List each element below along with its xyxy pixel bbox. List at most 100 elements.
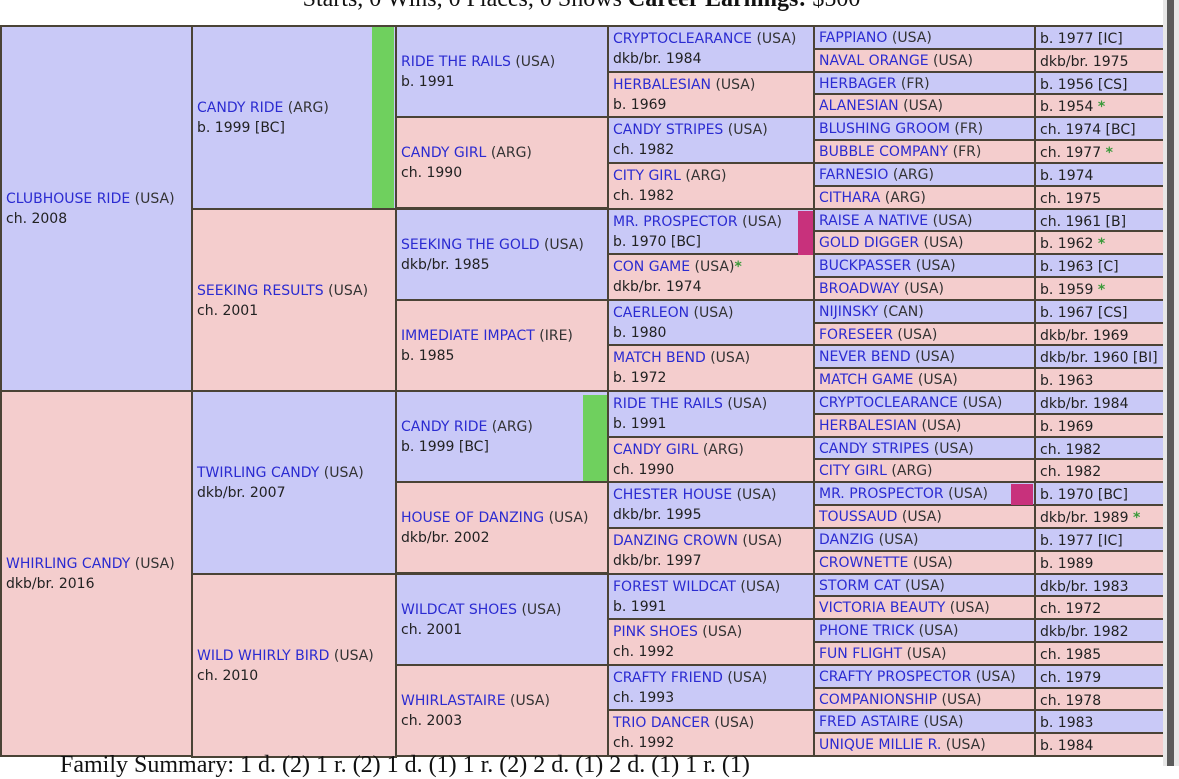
g5-horse-cell[interactable]: FUN FLIGHT (USA) <box>813 641 1036 666</box>
g4-horse-cell[interactable]: PINK SHOES (USA) ch. 1992 <box>607 618 815 666</box>
g3-horse-cell[interactable]: IMMEDIATE IMPACT (IRE) b. 1985 <box>395 299 609 392</box>
horse-name-link[interactable]: CHESTER HOUSE <box>613 487 733 503</box>
g5-horse-cell[interactable]: VICTORIA BEAUTY (USA) <box>813 595 1036 620</box>
g5-horse-cell[interactable]: CITY GIRL (ARG) <box>813 458 1036 483</box>
g5-horse-cell[interactable]: RAISE A NATIVE (USA) <box>813 208 1036 233</box>
g1-horse-cell[interactable]: WHIRLING CANDY (USA) dkb/br. 2016 <box>0 390 193 757</box>
g5-horse-cell[interactable]: BLUSHING GROOM (FR) <box>813 116 1036 141</box>
horse-name-link[interactable]: RIDE THE RAILS <box>613 396 723 412</box>
g5-horse-cell[interactable]: BROADWAY (USA) <box>813 276 1036 301</box>
horse-name-link[interactable]: CRAFTY FRIEND <box>613 670 723 686</box>
g1-horse-cell[interactable]: CLUBHOUSE RIDE (USA) ch. 2008 <box>0 25 193 392</box>
horse-name-link[interactable]: MR. PROSPECTOR <box>613 214 738 230</box>
horse-name-link[interactable]: CANDY STRIPES <box>819 441 930 457</box>
horse-name-link[interactable]: WILDCAT SHOES <box>401 601 517 618</box>
g5-horse-cell[interactable]: MR. PROSPECTOR (USA) <box>813 481 1036 506</box>
horse-name-link[interactable]: FAPPIANO <box>819 30 888 46</box>
horse-name-link[interactable]: CANDY GIRL <box>401 144 487 161</box>
g4-horse-cell[interactable]: CRYPTOCLEARANCE (USA) dkb/br. 1984 <box>607 25 815 73</box>
horse-name-link[interactable]: FARNESIO <box>819 167 889 183</box>
horse-name-link[interactable]: FUN FLIGHT <box>819 646 903 662</box>
horse-name-link[interactable]: TWIRLING CANDY <box>197 464 320 481</box>
g5-horse-cell[interactable]: CANDY STRIPES (USA) <box>813 436 1036 461</box>
scrollbar-thumb[interactable] <box>1167 0 1174 766</box>
horse-name-link[interactable]: HERBAGER <box>819 76 897 92</box>
horse-name-link[interactable]: RAISE A NATIVE <box>819 213 929 229</box>
horse-name-link[interactable]: WILD WHIRLY BIRD <box>197 647 330 664</box>
g3-horse-cell[interactable]: WHIRLASTAIRE (USA) ch. 2003 <box>395 664 609 757</box>
horse-name-link[interactable]: COMPANIONSHIP <box>819 692 938 708</box>
g3-horse-cell[interactable]: WILDCAT SHOES (USA) ch. 2001 <box>395 573 609 666</box>
scrollbar-track[interactable] <box>1163 0 1179 766</box>
g4-horse-cell[interactable]: RIDE THE RAILS (USA) b. 1991 <box>607 390 815 438</box>
g4-horse-cell[interactable]: HERBALESIAN (USA) b. 1969 <box>607 71 815 119</box>
g3-horse-cell[interactable]: CANDY GIRL (ARG) ch. 1990 <box>395 116 609 209</box>
horse-name-link[interactable]: WHIRLASTAIRE <box>401 692 506 709</box>
g4-horse-cell[interactable]: MATCH BEND (USA) b. 1972 <box>607 344 815 392</box>
horse-name-link[interactable]: WHIRLING CANDY <box>6 555 131 572</box>
horse-name-link[interactable]: CLUBHOUSE RIDE <box>6 190 131 207</box>
g5-horse-cell[interactable]: HERBALESIAN (USA) <box>813 413 1036 438</box>
horse-name-link[interactable]: SEEKING THE GOLD <box>401 236 540 253</box>
horse-name-link[interactable]: NAVAL ORANGE <box>819 53 929 69</box>
horse-name-link[interactable]: UNIQUE MILLIE R. <box>819 737 942 753</box>
horse-name-link[interactable]: STORM CAT <box>819 578 901 594</box>
g5-horse-cell[interactable]: CRYPTOCLEARANCE (USA) <box>813 390 1036 415</box>
horse-name-link[interactable]: BROADWAY <box>819 281 900 297</box>
horse-name-link[interactable]: TRIO DANCER <box>613 715 710 731</box>
horse-name-link[interactable]: HERBALESIAN <box>819 418 917 434</box>
horse-name-link[interactable]: HERBALESIAN <box>613 77 711 93</box>
horse-name-link[interactable]: PHONE TRICK <box>819 623 915 639</box>
g5-horse-cell[interactable]: CITHARA (ARG) <box>813 185 1036 210</box>
g3-horse-cell[interactable]: CANDY RIDE (ARG) b. 1999 [BC] <box>395 390 609 483</box>
horse-name-link[interactable]: NEVER BEND <box>819 349 911 365</box>
horse-name-link[interactable]: NIJINSKY <box>819 304 879 320</box>
horse-name-link[interactable]: CANDY STRIPES <box>613 122 724 138</box>
g5-horse-cell[interactable]: FORESEER (USA) <box>813 322 1036 347</box>
g5-horse-cell[interactable]: TOUSSAUD (USA) <box>813 504 1036 529</box>
horse-name-link[interactable]: DANZIG <box>819 532 875 548</box>
g5-horse-cell[interactable]: UNIQUE MILLIE R. (USA) <box>813 732 1036 757</box>
horse-name-link[interactable]: CON GAME <box>613 259 691 275</box>
g5-horse-cell[interactable]: NIJINSKY (CAN) <box>813 299 1036 324</box>
horse-name-link[interactable]: BLUSHING GROOM <box>819 121 950 137</box>
horse-name-link[interactable]: CRYPTOCLEARANCE <box>819 395 959 411</box>
horse-name-link[interactable]: BUCKPASSER <box>819 258 912 274</box>
g4-horse-cell[interactable]: MR. PROSPECTOR (USA) b. 1970 [BC] <box>607 208 815 256</box>
horse-name-link[interactable]: CRYPTOCLEARANCE <box>613 31 753 47</box>
g3-horse-cell[interactable]: HOUSE OF DANZING (USA) dkb/br. 2002 <box>395 481 609 574</box>
g4-horse-cell[interactable]: CANDY STRIPES (USA) ch. 1982 <box>607 116 815 164</box>
g2-horse-cell[interactable]: TWIRLING CANDY (USA) dkb/br. 2007 <box>191 390 397 575</box>
g3-horse-cell[interactable]: RIDE THE RAILS (USA) b. 1991 <box>395 25 609 118</box>
g5-horse-cell[interactable]: ALANESIAN (USA) <box>813 93 1036 118</box>
horse-name-link[interactable]: CANDY RIDE <box>197 99 284 116</box>
g5-horse-cell[interactable]: BUBBLE COMPANY (FR) <box>813 139 1036 164</box>
g4-horse-cell[interactable]: FOREST WILDCAT (USA) b. 1991 <box>607 573 815 621</box>
horse-name-link[interactable]: IMMEDIATE IMPACT <box>401 327 535 344</box>
horse-name-link[interactable]: MATCH BEND <box>613 350 706 366</box>
g5-horse-cell[interactable]: FAPPIANO (USA) <box>813 25 1036 50</box>
g5-horse-cell[interactable]: NAVAL ORANGE (USA) <box>813 48 1036 73</box>
horse-name-link[interactable]: VICTORIA BEAUTY <box>819 600 946 616</box>
horse-name-link[interactable]: MR. PROSPECTOR <box>819 486 944 502</box>
g4-horse-cell[interactable]: CON GAME (USA)* dkb/br. 1974 <box>607 253 815 301</box>
horse-name-link[interactable]: CRAFTY PROSPECTOR <box>819 669 972 685</box>
g4-horse-cell[interactable]: CITY GIRL (ARG) ch. 1982 <box>607 162 815 210</box>
horse-name-link[interactable]: FRED ASTAIRE <box>819 714 920 730</box>
horse-name-link[interactable]: CITY GIRL <box>819 463 887 479</box>
horse-name-link[interactable]: ALANESIAN <box>819 98 899 114</box>
g4-horse-cell[interactable]: CRAFTY FRIEND (USA) ch. 1993 <box>607 664 815 712</box>
g4-horse-cell[interactable]: CANDY GIRL (ARG) ch. 1990 <box>607 436 815 484</box>
horse-name-link[interactable]: CITHARA <box>819 190 881 206</box>
g5-horse-cell[interactable]: MATCH GAME (USA) <box>813 367 1036 392</box>
horse-name-link[interactable]: TOUSSAUD <box>819 509 898 525</box>
horse-name-link[interactable]: DANZING CROWN <box>613 533 738 549</box>
horse-name-link[interactable]: FOREST WILDCAT <box>613 579 736 595</box>
g2-horse-cell[interactable]: WILD WHIRLY BIRD (USA) ch. 2010 <box>191 573 397 758</box>
g5-horse-cell[interactable]: STORM CAT (USA) <box>813 573 1036 598</box>
horse-name-link[interactable]: FORESEER <box>819 327 893 343</box>
g5-horse-cell[interactable]: PHONE TRICK (USA) <box>813 618 1036 643</box>
horse-name-link[interactable]: SEEKING RESULTS <box>197 282 324 299</box>
horse-name-link[interactable]: PINK SHOES <box>613 624 698 640</box>
g4-horse-cell[interactable]: CHESTER HOUSE (USA) dkb/br. 1995 <box>607 481 815 529</box>
